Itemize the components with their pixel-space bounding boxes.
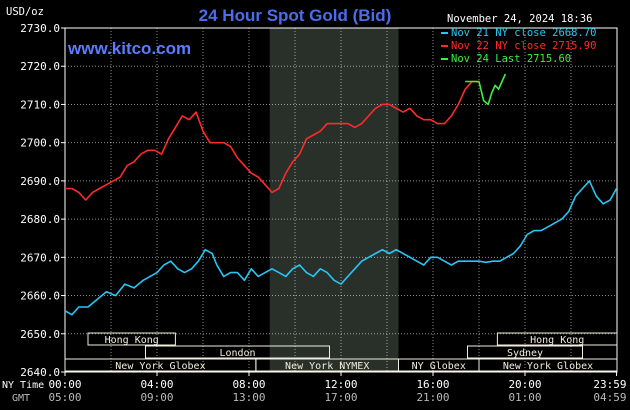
session-label: New York Globex bbox=[503, 361, 593, 372]
x-tick-label-gmt: 01:00 bbox=[508, 391, 541, 404]
x-tick-label-gmt: 17:00 bbox=[324, 391, 357, 404]
x-tick-label-gmt: 05:00 bbox=[48, 391, 81, 404]
series-line bbox=[465, 73, 507, 106]
y-tick-label: 2710.0 bbox=[20, 98, 60, 111]
y-axis-ticks: 2730.0 2720.0 2710.0 2700.0 2690.0 2680.0 2670… bbox=[20, 22, 65, 379]
legend-label: Nov 24 Last 2715.60 bbox=[451, 53, 571, 65]
session-box bbox=[496, 332, 618, 346]
session-label: Hong Kong bbox=[105, 335, 159, 346]
chart-timestamp: November 24, 2024 18:36 bbox=[447, 13, 592, 25]
y-tick-label: 2700.0 bbox=[20, 137, 60, 150]
y-tick-label: 2670.0 bbox=[20, 251, 60, 264]
y-axis-label: USD/oz bbox=[6, 6, 44, 18]
y-tick-label: 2720.0 bbox=[20, 60, 60, 73]
series-line bbox=[65, 80, 480, 201]
ny-time-label: NY Time bbox=[2, 380, 44, 391]
session-box bbox=[87, 332, 176, 346]
session-label: NY Globex bbox=[412, 361, 466, 372]
y-tick-label: 2650.0 bbox=[20, 328, 60, 341]
price-series bbox=[64, 73, 618, 316]
y-tick-label: 2640.0 bbox=[20, 366, 60, 379]
series-line bbox=[64, 180, 618, 316]
session-label: New York Globex bbox=[115, 361, 205, 372]
x-tick-label-gmt: 13:00 bbox=[232, 391, 265, 404]
session-box bbox=[145, 345, 330, 359]
legend-label: Nov 21 NY close 2668.70 bbox=[451, 27, 596, 39]
y-tick-label: 2660.0 bbox=[20, 290, 60, 303]
session-box bbox=[478, 358, 618, 372]
session-box bbox=[467, 345, 583, 359]
y-tick-label: 2680.0 bbox=[20, 213, 60, 226]
x-tick-label-ny: 20:00 bbox=[508, 378, 541, 391]
x-tick-label-gmt: 21:00 bbox=[416, 391, 449, 404]
session-label: London bbox=[219, 348, 255, 359]
kitco-watermark: www.kitco.com bbox=[67, 39, 191, 58]
shaded-session-region bbox=[269, 28, 399, 372]
legend-label: Nov 22 NY close 2715.90 bbox=[451, 40, 596, 52]
x-tick-label-ny: 04:00 bbox=[140, 378, 173, 391]
x-tick-label-ny: 00:00 bbox=[48, 378, 81, 391]
y-tick-label: 2690.0 bbox=[20, 175, 60, 188]
x-tick-label-ny: 16:00 bbox=[416, 378, 449, 391]
x-tick-label-gmt: 04:59 bbox=[593, 391, 626, 404]
x-tick-label-ny: 23:59 bbox=[593, 378, 626, 391]
x-tick-label-ny: 08:00 bbox=[232, 378, 265, 391]
y-tick-label: 2730.0 bbox=[20, 22, 60, 35]
session-label: Hong Kong bbox=[530, 335, 584, 346]
x-tick-label-ny: 12:00 bbox=[324, 378, 357, 391]
x-tick-label-gmt: 09:00 bbox=[140, 391, 173, 404]
session-label: New York NYMEX bbox=[285, 361, 369, 372]
market-sessions: Hong Kong London New York Globex New York N… bbox=[64, 332, 618, 372]
chart-title: 24 Hour Spot Gold (Bid) bbox=[199, 6, 392, 25]
gmt-label: GMT bbox=[12, 393, 30, 404]
session-label: Sydney bbox=[507, 348, 543, 359]
